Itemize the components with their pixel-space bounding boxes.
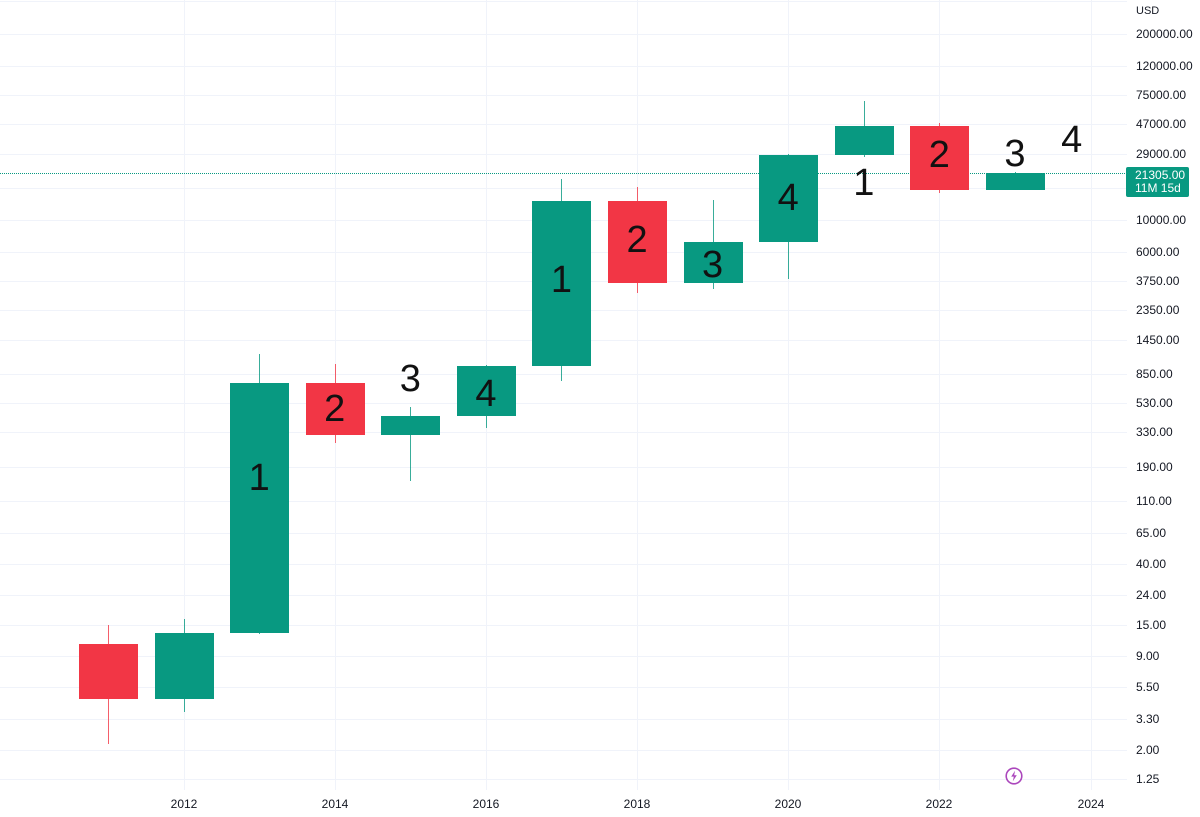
y-axis-tick-label: 530.00: [1136, 396, 1173, 410]
y-axis-tick-label: 29000.00: [1136, 147, 1187, 161]
y-axis-tick-label: 10000.00: [1136, 213, 1187, 227]
candle-wick-2015: [410, 406, 411, 481]
lightning-icon-glyph: [1005, 767, 1023, 785]
candle-2013[interactable]: [229, 382, 289, 633]
grid-line-horizontal: [0, 95, 1127, 96]
y-axis-tick-label: 24.00: [1136, 588, 1167, 602]
grid-line-vertical: [637, 0, 638, 790]
y-axis-tick-label: 9.00: [1136, 649, 1160, 663]
time-axis[interactable]: 2012 2014 2016 2018 2020 2022 2024: [0, 790, 1127, 817]
y-axis-tick-label: 120000.00: [1136, 59, 1193, 73]
y-axis-tick-label: 6000.00: [1136, 245, 1180, 259]
grid-line-horizontal: [0, 501, 1127, 502]
y-axis-tick-label: 1450.00: [1136, 333, 1180, 347]
wave-count-label: 3: [1004, 132, 1026, 175]
wave-count-label: 1: [853, 162, 875, 205]
x-axis-tick-label: 2012: [170, 797, 198, 811]
y-axis-tick-label: 330.00: [1136, 425, 1173, 439]
x-axis-tick-label: 2016: [472, 797, 500, 811]
last-price-badge: 21305.00 11M 15d: [1126, 167, 1189, 197]
y-axis-tick-label: 2.00: [1136, 743, 1160, 757]
candle-2016[interactable]: [456, 365, 516, 416]
candle-2019[interactable]: [683, 241, 743, 283]
y-axis-tick-label: 850.00: [1136, 367, 1173, 381]
lightning-icon[interactable]: [1005, 767, 1023, 785]
y-axis-tick-label: 200000.00: [1136, 27, 1193, 41]
wave-count-label: 1: [248, 457, 270, 500]
wave-count-label: 2: [928, 133, 950, 176]
y-axis-tick-label: 75000.00: [1136, 88, 1187, 102]
grid-line-horizontal: [0, 625, 1127, 626]
grid-line-hidden-tick: [0, 188, 1127, 189]
candle-2015[interactable]: [380, 415, 440, 436]
grid-line-horizontal: [0, 564, 1127, 565]
candle-2011[interactable]: [78, 643, 138, 700]
candle-2018[interactable]: [607, 201, 667, 283]
candle-2017[interactable]: [531, 201, 591, 366]
grid-line-horizontal: [0, 533, 1127, 534]
grid-line-vertical: [939, 0, 940, 790]
candle-2014[interactable]: [305, 382, 365, 436]
last-price-value: 21305.00: [1135, 168, 1186, 182]
wave-count-label: 2: [324, 388, 346, 431]
y-axis-tick-label: 15.00: [1136, 618, 1167, 632]
wave-count-label: 3: [399, 358, 421, 401]
candle-2023[interactable]: [985, 173, 1045, 190]
y-axis-tick-label: 190.00: [1136, 460, 1173, 474]
grid-line-horizontal: [0, 656, 1127, 657]
y-axis-tick-label: 47000.00: [1136, 117, 1187, 131]
grid-line-horizontal: [0, 750, 1127, 751]
grid-line-horizontal: [0, 687, 1127, 688]
y-axis-tick-label: 5.50: [1136, 680, 1160, 694]
grid-line-horizontal: [0, 719, 1127, 720]
price-axis[interactable]: USD 21305.00 11M 15d 200000.00 120000.00 7…: [1126, 0, 1200, 817]
y-axis-tick-label: 65.00: [1136, 526, 1167, 540]
grid-line-top: [0, 1, 1127, 2]
grid-line-horizontal: [0, 374, 1127, 375]
x-axis-tick-label: 2018: [623, 797, 651, 811]
x-axis-tick-label: 2020: [774, 797, 802, 811]
grid-line-horizontal: [0, 595, 1127, 596]
y-axis-tick-label: 3.30: [1136, 712, 1160, 726]
last-price-line: [0, 173, 1127, 174]
y-axis-tick-label: 1.25: [1136, 772, 1160, 786]
grid-line-horizontal: [0, 467, 1127, 468]
x-axis-tick-label: 2024: [1077, 797, 1105, 811]
x-axis-tick-label: 2022: [925, 797, 953, 811]
currency-label: USD: [1136, 5, 1160, 17]
grid-line-horizontal: [0, 34, 1127, 35]
candle-2022[interactable]: [909, 126, 969, 190]
grid-line-vertical: [184, 0, 185, 790]
grid-line-horizontal: [0, 154, 1127, 155]
grid-line-horizontal: [0, 403, 1127, 404]
wave-count-label: 3: [702, 244, 724, 286]
candle-2012[interactable]: [154, 632, 214, 700]
grid-line-horizontal: [0, 432, 1127, 433]
wave-count-label: 2: [626, 218, 648, 261]
wave-count-label: 1: [550, 259, 573, 302]
wave-count-label: 4: [475, 373, 497, 416]
y-axis-tick-label: 2350.00: [1136, 303, 1180, 317]
candle-2021[interactable]: [834, 126, 894, 156]
wave-count-label: 4: [777, 177, 799, 220]
y-axis-tick-label: 3750.00: [1136, 274, 1180, 288]
bar-countdown: 11M 15d: [1135, 181, 1181, 195]
grid-line-horizontal: [0, 124, 1127, 125]
y-axis-tick-label: 110.00: [1136, 494, 1172, 508]
grid-line-horizontal: [0, 66, 1127, 67]
wave-count-label: 4: [1061, 118, 1083, 161]
x-axis-tick-label: 2014: [321, 797, 349, 811]
grid-line-horizontal: [0, 779, 1127, 780]
grid-line-vertical: [788, 0, 789, 790]
grid-line-vertical: [1091, 0, 1092, 790]
candle-2020[interactable]: [758, 154, 818, 242]
y-axis-tick-label: 40.00: [1136, 557, 1167, 571]
